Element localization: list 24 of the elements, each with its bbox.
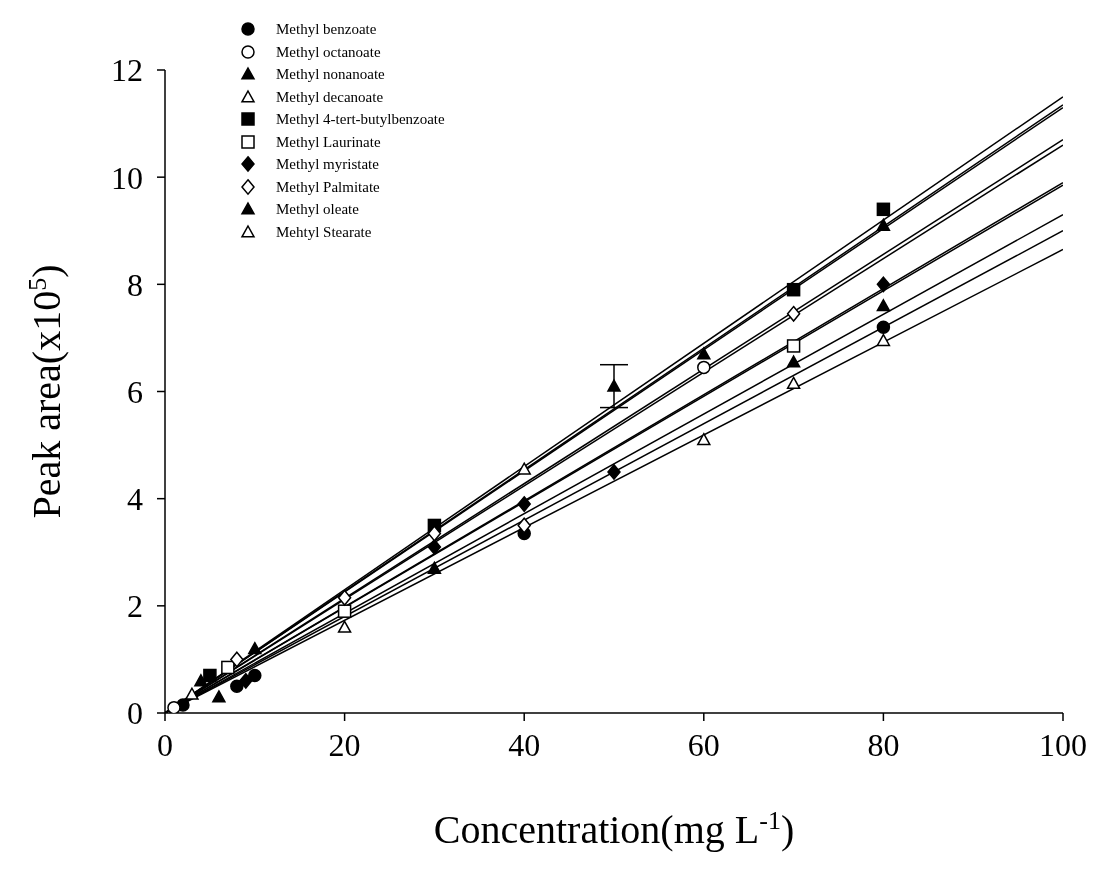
- x-tick-label: 100: [1039, 726, 1087, 763]
- legend-label: Methyl Laurinate: [276, 132, 381, 152]
- legend-label: Methyl benzoate: [276, 20, 377, 39]
- y-tick-label: 10: [111, 159, 143, 196]
- legend-label: Methyl 4-tert-butylbenzoate: [276, 110, 445, 129]
- x-tick-label: 40: [508, 726, 541, 763]
- legend-label: Methyl myristate: [276, 155, 379, 174]
- y-tick-label: 6: [127, 373, 143, 410]
- y-tick-label: 2: [127, 588, 143, 625]
- x-tick-label: 20: [328, 726, 361, 763]
- legend-label: Methyl oleate: [276, 200, 359, 219]
- x-tick-label: 80: [867, 726, 900, 763]
- x-axis-title: Concentration(mg L$^{-1}$): [433, 805, 795, 852]
- legend-label: Methyl decanoate: [276, 87, 384, 107]
- y-tick-label: 0: [127, 695, 143, 732]
- y-tick-label: 4: [127, 481, 143, 518]
- y-tick-label: 12: [111, 52, 143, 89]
- x-tick-label: 0: [157, 726, 173, 763]
- y-tick-label: 8: [127, 266, 143, 303]
- legend-label: Methyl nonanoate: [276, 65, 385, 84]
- legend-label: Mehtyl Stearate: [276, 222, 372, 242]
- x-tick-label: 60: [687, 726, 720, 763]
- legend-label: Methyl Palmitate: [276, 177, 380, 197]
- legend-label: Methyl octanoate: [276, 42, 381, 62]
